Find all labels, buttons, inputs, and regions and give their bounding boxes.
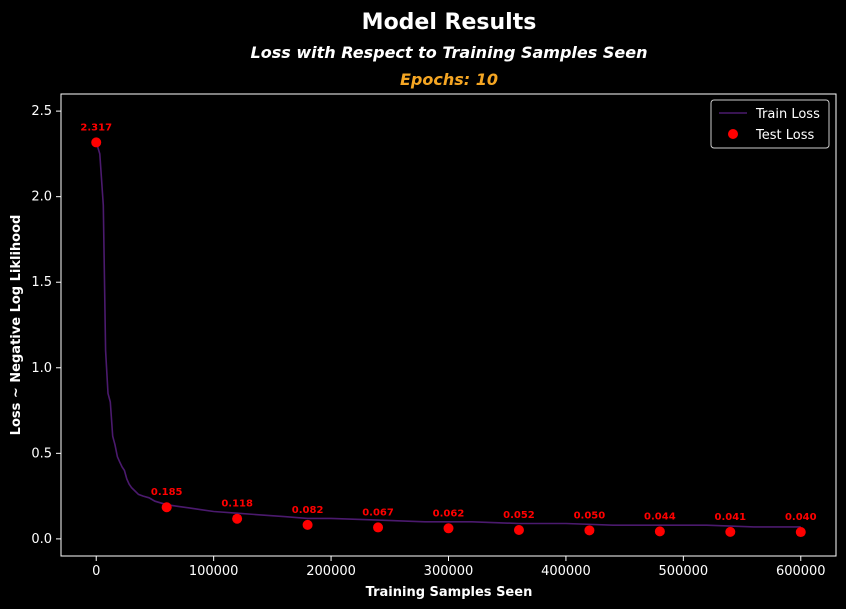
test-loss-point [584,525,595,536]
test-loss-value-label: 0.082 [292,505,324,516]
test-loss-value-label: 2.317 [80,122,112,133]
test-loss-point [795,527,806,538]
y-tick-label: 0.0 [31,532,52,547]
y-tick-label: 2.5 [31,104,52,119]
x-tick-label: 500000 [659,564,709,579]
x-tick-label: 100000 [189,564,239,579]
test-loss-value-label: 0.067 [362,507,394,518]
y-tick-label: 0.5 [31,446,52,461]
legend-test-swatch [728,129,738,139]
plot-frame [60,93,837,557]
x-tick-label: 400000 [541,564,591,579]
legend: Train Loss Test Loss [710,99,830,149]
y-axis-ticks: 0.0 0.5 1.0 1.5 2.0 2.5 [31,104,61,547]
y-tick-label: 1.0 [31,361,52,376]
y-axis-label: Loss ~ Negative Log Liklihood [9,215,24,436]
chart-subtitle: Loss with Respect to Training Samples Se… [251,43,648,62]
x-tick-label: 300000 [424,564,474,579]
legend-test-label: Test Loss [755,128,814,143]
x-tick-label: 600000 [776,564,826,579]
test-loss-value-label: 0.041 [714,512,746,523]
epochs-label: Epochs: 10 [400,70,498,89]
test-loss-series: 2.317 0.185 0.118 0.082 0.067 0.062 0.052 0.050… [80,122,817,538]
test-loss-point [91,137,102,148]
legend-box [710,99,830,149]
test-loss-point [513,524,524,535]
x-axis-ticks: 0 100000 200000 300000 400000 500000 600000 [92,556,826,579]
test-loss-value-label: 0.050 [574,510,606,521]
test-loss-point [443,523,454,534]
y-tick-label: 1.5 [31,275,52,290]
test-loss-value-label: 0.052 [503,510,535,521]
test-loss-value-label: 0.040 [785,512,817,523]
test-loss-point [654,526,665,537]
test-loss-value-label: 0.062 [433,508,465,519]
x-tick-label: 0 [92,564,100,579]
test-loss-value-label: 0.044 [644,511,676,522]
test-loss-value-label: 0.118 [221,499,253,510]
test-loss-point [302,519,313,530]
test-loss-point [232,513,243,524]
x-tick-label: 200000 [306,564,356,579]
test-loss-point [725,526,736,537]
test-loss-point [373,522,384,533]
chart-title: Model Results [362,10,537,35]
y-tick-label: 2.0 [31,190,52,205]
train-loss-line [95,141,801,528]
test-loss-point [161,502,172,513]
legend-train-label: Train Loss [755,107,820,122]
test-loss-value-label: 0.185 [151,487,183,498]
x-axis-label: Training Samples Seen [366,585,533,600]
